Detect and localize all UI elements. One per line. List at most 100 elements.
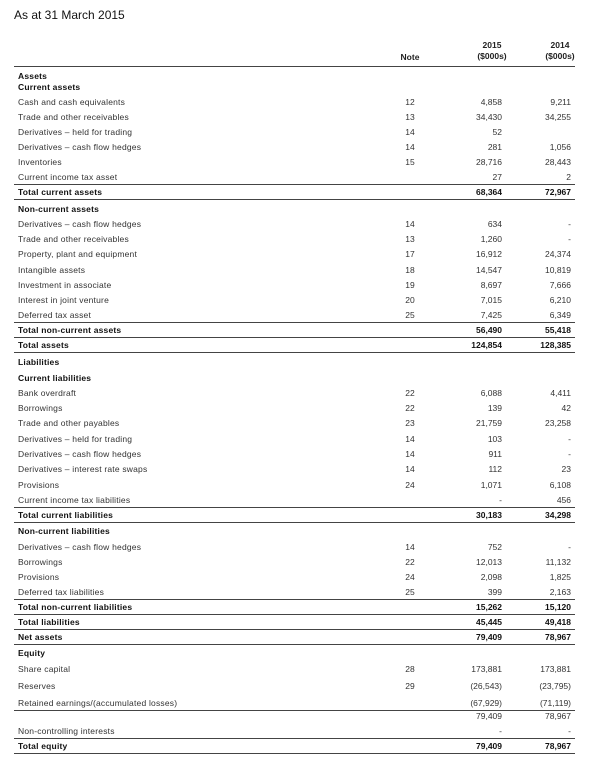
table-row: Provisions 24 1,071 6,108 <box>14 478 575 492</box>
table-row: Derivatives – cash flow hedges 14 911 - <box>14 447 575 461</box>
amount: 52 <box>492 127 502 137</box>
note-ref: 14 <box>405 127 415 137</box>
table-row: Trade and other receivables 13 34,430 34,25… <box>14 110 575 124</box>
note-ref: 14 <box>405 542 415 552</box>
amount: 16,912 <box>476 249 502 259</box>
table-row: Inventories 15 28,716 28,443 <box>14 155 575 169</box>
note-ref: 15 <box>405 157 415 167</box>
amount: 28,716 <box>476 157 502 167</box>
table-row: Total assets 124,854 128,385 <box>14 338 575 353</box>
row-label: Deferred tax liabilities <box>18 587 105 597</box>
current-year-header: 2015 <box>482 40 502 50</box>
table-row: Bank overdraft 22 6,088 4,411 <box>14 386 575 400</box>
table-row: Total liabilities 45,445 49,418 <box>14 615 575 630</box>
amount: 1,260 <box>480 234 502 244</box>
amount: 28,443 <box>545 157 571 167</box>
table-row: Retained earnings/(accumulated losses) (6… <box>14 696 575 711</box>
amount: 8,697 <box>480 280 502 290</box>
amount: 7,666 <box>549 280 571 290</box>
prior-unit-header: ($000s) <box>545 51 575 61</box>
amount: 21,759 <box>476 418 502 428</box>
row-label: Equity <box>18 648 46 658</box>
amount: - <box>568 726 571 736</box>
amount: 6,349 <box>549 310 571 320</box>
amount: 281 <box>487 142 502 152</box>
amount: 2,098 <box>480 572 502 582</box>
table-row: Current assets <box>14 80 575 94</box>
amount: 23,258 <box>545 418 571 428</box>
table-row: Property, plant and equipment 17 16,912 24,… <box>14 247 575 261</box>
amount: 30,183 <box>476 510 502 520</box>
amount: 34,430 <box>476 112 502 122</box>
note-ref: 13 <box>405 234 415 244</box>
note-ref: 18 <box>405 265 415 275</box>
amount: 7,425 <box>480 310 502 320</box>
note-ref: 14 <box>405 142 415 152</box>
table-row: Assets <box>14 69 575 83</box>
row-label: Borrowings <box>18 557 63 567</box>
amount: 78,967 <box>545 632 571 642</box>
table-row: Trade and other payables 23 21,759 23,258 <box>14 416 575 430</box>
table-row: Total non-current assets 56,490 55,418 <box>14 323 575 338</box>
row-label: Total current assets <box>18 187 103 197</box>
table-row: Derivatives – held for trading 14 52 <box>14 125 575 139</box>
amount: 27 <box>492 172 502 182</box>
row-label: Derivatives – cash flow hedges <box>18 449 142 459</box>
amount: - <box>568 234 571 244</box>
row-label: Derivatives – cash flow hedges <box>18 219 142 229</box>
amount: 4,858 <box>480 97 502 107</box>
table-row: Derivatives – interest rate swaps 14 112 23 <box>14 462 575 476</box>
table-row: Share capital 28 173,881 173,881 <box>14 662 575 676</box>
amount: - <box>568 434 571 444</box>
amount: (26,543) <box>470 681 502 691</box>
amount: 34,298 <box>545 510 571 520</box>
amount: 7,015 <box>480 295 502 305</box>
note-ref: 24 <box>405 572 415 582</box>
amount: 56,490 <box>476 325 502 335</box>
row-label: Total current liabilities <box>18 510 114 520</box>
amount: - <box>568 542 571 552</box>
amount: 49,418 <box>545 617 571 627</box>
note-ref: 29 <box>405 681 415 691</box>
row-label: Trade and other receivables <box>18 234 129 244</box>
table-row: Non-current assets <box>14 202 575 216</box>
row-label: Investment in associate <box>18 280 112 290</box>
row-label: Cash and cash equivalents <box>18 97 126 107</box>
row-label: Total non-current assets <box>18 325 122 335</box>
row-label: Trade and other payables <box>18 418 120 428</box>
table-row: Derivatives – held for trading 14 103 - <box>14 432 575 446</box>
note-ref: 22 <box>405 557 415 567</box>
amount: 79,409 <box>476 632 502 642</box>
table-row: Non-current liabilities <box>14 524 575 538</box>
row-label: Current income tax liabilities <box>18 495 131 505</box>
amount: 11,132 <box>545 557 571 567</box>
table-row: Deferred tax liabilities 25 399 2,163 <box>14 585 575 600</box>
row-label: Total non-current liabilities <box>18 602 133 612</box>
note-ref: 23 <box>405 418 415 428</box>
amount: 24,374 <box>545 249 571 259</box>
row-label: Net assets <box>18 632 63 642</box>
row-label: Non-current liabilities <box>18 526 110 536</box>
table-row: 79,409 78,967 <box>14 709 575 723</box>
amount: (71,119) <box>539 698 571 708</box>
note-ref: 20 <box>405 295 415 305</box>
amount: 6,108 <box>549 480 571 490</box>
amount: 10,819 <box>545 265 571 275</box>
amount: 124,854 <box>471 340 502 350</box>
row-label: Inventories <box>18 157 62 167</box>
row-label: Total assets <box>18 340 69 350</box>
note-ref: 13 <box>405 112 415 122</box>
note-ref: 25 <box>405 587 415 597</box>
title: As at 31 March 2015 <box>14 8 125 22</box>
amount: 34,255 <box>545 112 571 122</box>
table-row: Reserves 29 (26,543) (23,795) <box>14 679 575 693</box>
table-row: Derivatives – cash flow hedges 14 281 1,056 <box>14 140 575 154</box>
amount: 6,210 <box>549 295 571 305</box>
table-row: Liabilities <box>14 355 575 369</box>
current-unit-header: ($000s) <box>477 51 507 61</box>
row-label: Current income tax asset <box>18 172 118 182</box>
amount: 9,211 <box>550 97 571 107</box>
note-ref: 14 <box>405 449 415 459</box>
amount: 12,013 <box>476 557 502 567</box>
